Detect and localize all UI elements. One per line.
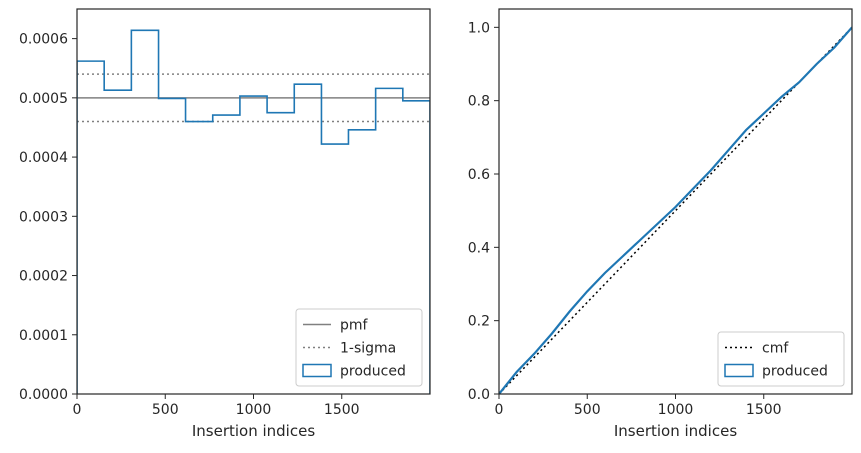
legend-box <box>295 308 423 387</box>
x-axis-label: Insertion indices <box>192 422 315 440</box>
legend-label: pmf <box>340 318 369 334</box>
legend-label: 1-sigma <box>340 341 396 357</box>
legend-label: cmf <box>762 341 789 357</box>
y-tick-label: 0.0000 <box>19 387 68 403</box>
x-axis-label: Insertion indices <box>614 422 737 440</box>
y-tick-label: 0.0002 <box>19 269 68 285</box>
legend: pmf 1-sigma produced <box>295 308 423 387</box>
x-tick-label: 500 <box>152 402 179 418</box>
y-tick-label: 0.6 <box>468 167 490 183</box>
produced-cdf-line <box>499 26 852 394</box>
x-tick-label: 1000 <box>236 402 272 418</box>
y-tick-label: 1.0 <box>468 20 490 36</box>
y-tick-label: 0.8 <box>468 94 490 110</box>
y-tick-label: 0.2 <box>468 314 490 330</box>
y-tick-label: 0.4 <box>468 240 490 256</box>
y-tick-label: 0.0005 <box>19 91 68 107</box>
legend: cmf produced <box>717 331 845 387</box>
x-tick-label: 1500 <box>746 402 782 418</box>
x-tick-label: 0 <box>495 402 504 418</box>
legend-produced-swatch <box>302 363 332 378</box>
x-tick-label: 1500 <box>324 402 360 418</box>
legend-produced-swatch <box>724 363 754 378</box>
x-tick-label: 0 <box>73 402 82 418</box>
x-tick-label: 1000 <box>658 402 694 418</box>
legend-label: produced <box>340 364 406 380</box>
x-tick-label: 500 <box>574 402 601 418</box>
y-tick-label: 0.0006 <box>19 32 68 48</box>
plot-area <box>499 26 852 394</box>
legend-label: produced <box>762 364 828 380</box>
plot-area <box>77 29 430 394</box>
y-tick-label: 0.0 <box>468 387 490 403</box>
y-tick-label: 0.0003 <box>19 209 68 225</box>
legend-box <box>717 331 845 387</box>
y-tick-label: 0.0001 <box>19 328 68 344</box>
chart-panel-2: 0 500 1000 1500 0.0 0.2 0.4 0.6 0.8 1.0 Insertion … <box>468 8 853 440</box>
produced-histogram-step <box>77 29 430 394</box>
y-tick-label: 0.0004 <box>19 150 68 166</box>
chart-panel-1: 0 500 1000 1500 0.0000 0.0001 0.0002 0.0003 0.00… <box>19 8 431 440</box>
